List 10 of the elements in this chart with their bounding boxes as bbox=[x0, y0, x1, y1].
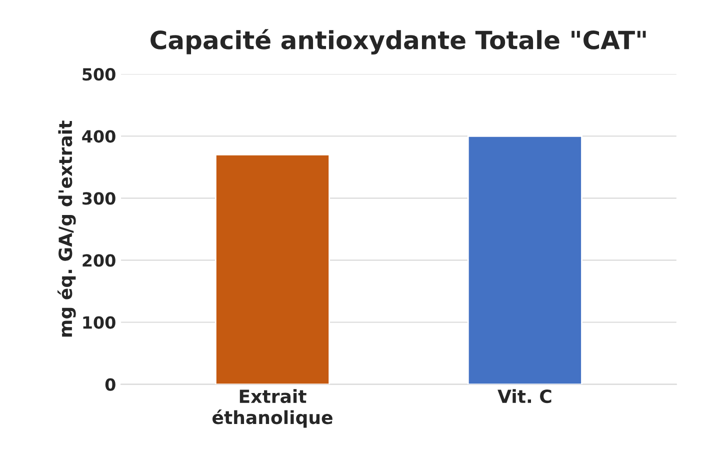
y-tick-label: 100 bbox=[83, 316, 116, 329]
y-tick-label: 200 bbox=[82, 254, 116, 267]
y-tick-label: 300 bbox=[82, 192, 116, 205]
y-tick-label: 0 bbox=[105, 378, 116, 391]
y-tick-label: 500 bbox=[82, 68, 116, 81]
y-axis-title: mg éq. GA/g d'extrait bbox=[57, 120, 76, 337]
y-tick-label: 400 bbox=[82, 130, 116, 143]
x-tick-label: Vit. C bbox=[498, 389, 552, 404]
chart-title: Capacité antioxydante Totale "CAT" bbox=[150, 29, 646, 54]
x-tick-label: Extrait éthanolique bbox=[212, 389, 332, 428]
